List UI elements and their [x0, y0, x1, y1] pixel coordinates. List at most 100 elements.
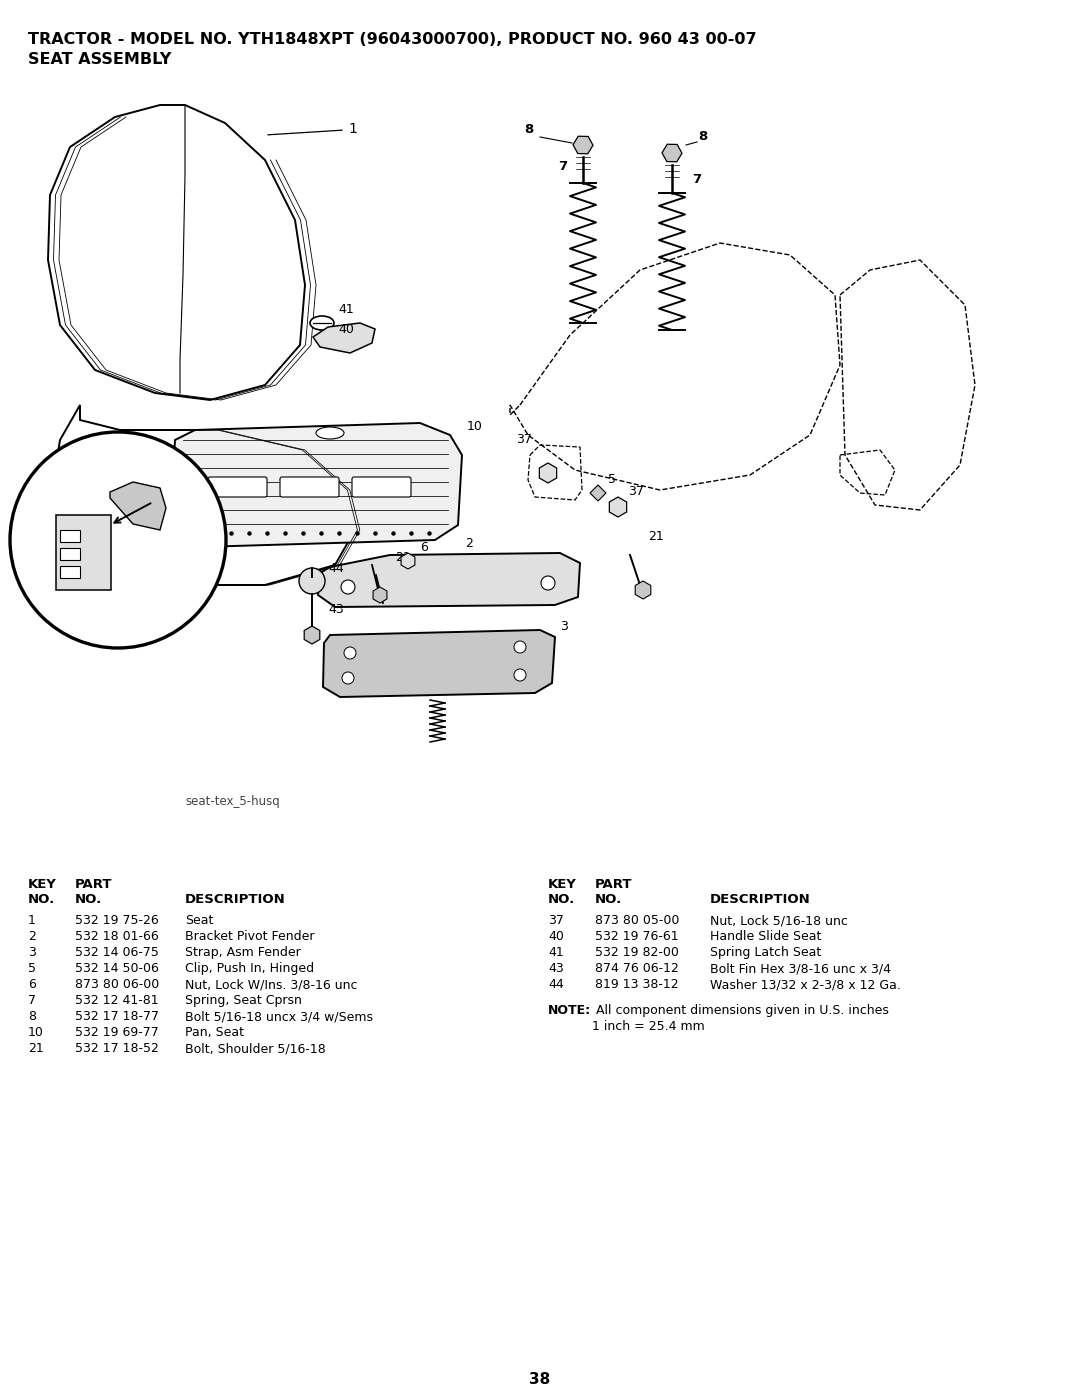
- Text: 1: 1: [28, 914, 36, 928]
- Polygon shape: [323, 630, 555, 697]
- Text: DESCRIPTION: DESCRIPTION: [710, 893, 811, 907]
- Polygon shape: [313, 323, 375, 353]
- Text: NO.: NO.: [548, 893, 576, 907]
- Circle shape: [541, 576, 555, 590]
- Text: 532 19 82-00: 532 19 82-00: [595, 946, 679, 958]
- Text: 819 13 38-12: 819 13 38-12: [595, 978, 678, 990]
- Text: 44: 44: [328, 562, 343, 576]
- Text: 6: 6: [420, 541, 428, 555]
- Text: 6: 6: [28, 978, 36, 990]
- Text: 8: 8: [28, 1010, 36, 1023]
- Text: 873 80 06-00: 873 80 06-00: [75, 978, 159, 990]
- Text: Spring, Seat Cprsn: Spring, Seat Cprsn: [185, 995, 302, 1007]
- Circle shape: [341, 580, 355, 594]
- Text: 7: 7: [28, 995, 36, 1007]
- Text: 43: 43: [548, 963, 564, 975]
- Circle shape: [514, 641, 526, 652]
- Circle shape: [299, 569, 325, 594]
- Text: 532 17 18-77: 532 17 18-77: [75, 1010, 159, 1023]
- Text: KEY: KEY: [548, 877, 577, 891]
- Polygon shape: [318, 553, 580, 608]
- Text: NO.: NO.: [75, 893, 103, 907]
- Text: 21: 21: [395, 550, 410, 564]
- Text: NO.: NO.: [595, 893, 622, 907]
- Polygon shape: [48, 105, 305, 400]
- FancyBboxPatch shape: [208, 476, 267, 497]
- Text: SEAT ASSEMBLY: SEAT ASSEMBLY: [28, 52, 172, 67]
- Text: 532 14 06-75: 532 14 06-75: [75, 946, 159, 958]
- FancyBboxPatch shape: [280, 476, 339, 497]
- Text: 40: 40: [338, 323, 354, 337]
- Text: 5: 5: [28, 963, 36, 975]
- Text: NO.: NO.: [28, 893, 55, 907]
- Text: 41: 41: [548, 946, 564, 958]
- Text: Bolt 5/16-18 uncx 3/4 w/Sems: Bolt 5/16-18 uncx 3/4 w/Sems: [185, 1010, 373, 1023]
- FancyBboxPatch shape: [60, 548, 80, 560]
- Text: Pan, Seat: Pan, Seat: [185, 1025, 244, 1039]
- Text: 532 14 50-06: 532 14 50-06: [75, 963, 159, 975]
- Text: 37: 37: [516, 433, 531, 446]
- Text: PART: PART: [595, 877, 633, 891]
- Text: 532 19 69-77: 532 19 69-77: [75, 1025, 159, 1039]
- Text: All component dimensions given in U.S. inches: All component dimensions given in U.S. i…: [592, 1004, 889, 1017]
- Text: Spring Latch Seat: Spring Latch Seat: [710, 946, 821, 958]
- Polygon shape: [172, 423, 462, 548]
- Text: Handle Slide Seat: Handle Slide Seat: [710, 930, 822, 943]
- Text: 41: 41: [338, 303, 354, 316]
- Text: 7: 7: [692, 173, 701, 186]
- Text: DESCRIPTION: DESCRIPTION: [185, 893, 286, 907]
- Circle shape: [10, 432, 226, 648]
- FancyBboxPatch shape: [352, 476, 411, 497]
- Polygon shape: [110, 482, 166, 529]
- Text: 532 19 75-26: 532 19 75-26: [75, 914, 159, 928]
- Text: 532 12 41-81: 532 12 41-81: [75, 995, 159, 1007]
- Text: 10: 10: [28, 1025, 44, 1039]
- Text: 3: 3: [561, 620, 568, 633]
- Text: 37: 37: [548, 914, 564, 928]
- FancyBboxPatch shape: [60, 566, 80, 578]
- Polygon shape: [52, 405, 355, 585]
- Text: 7: 7: [558, 161, 567, 173]
- Text: 2: 2: [28, 930, 36, 943]
- Text: 8: 8: [698, 130, 707, 142]
- Text: 873 80 05-00: 873 80 05-00: [595, 914, 679, 928]
- Text: 532 17 18-52: 532 17 18-52: [75, 1042, 159, 1055]
- Text: Seat: Seat: [185, 914, 214, 928]
- Text: 5: 5: [608, 474, 616, 486]
- Ellipse shape: [310, 316, 334, 330]
- Text: NOTE:: NOTE:: [548, 1004, 591, 1017]
- Text: 8: 8: [524, 123, 534, 136]
- Text: 38: 38: [529, 1372, 551, 1387]
- Text: Strap, Asm Fender: Strap, Asm Fender: [185, 946, 300, 958]
- Text: Nut, Lock 5/16-18 unc: Nut, Lock 5/16-18 unc: [710, 914, 848, 928]
- Text: 2: 2: [465, 536, 473, 550]
- Text: 874 76 06-12: 874 76 06-12: [595, 963, 679, 975]
- FancyBboxPatch shape: [56, 515, 111, 590]
- Text: TRACTOR - MODEL NO. YTH1848XPT (96043000700), PRODUCT NO. 960 43 00-07: TRACTOR - MODEL NO. YTH1848XPT (96043000…: [28, 32, 757, 47]
- Text: 43: 43: [328, 604, 343, 616]
- Text: 21: 21: [648, 529, 664, 543]
- Text: 21: 21: [28, 1042, 44, 1055]
- Text: 3: 3: [28, 946, 36, 958]
- Text: Washer 13/32 x 2-3/8 x 12 Ga.: Washer 13/32 x 2-3/8 x 12 Ga.: [710, 978, 901, 990]
- Text: Bolt Fin Hex 3/8-16 unc x 3/4: Bolt Fin Hex 3/8-16 unc x 3/4: [710, 963, 891, 975]
- Text: Bolt, Shoulder 5/16-18: Bolt, Shoulder 5/16-18: [185, 1042, 326, 1055]
- Text: 1: 1: [348, 122, 356, 136]
- FancyBboxPatch shape: [60, 529, 80, 542]
- Text: 10: 10: [467, 420, 483, 433]
- Text: 532 18 01-66: 532 18 01-66: [75, 930, 159, 943]
- Text: seat-tex_5-husq: seat-tex_5-husq: [185, 795, 280, 807]
- Text: PART: PART: [75, 877, 112, 891]
- Text: 1 inch = 25.4 mm: 1 inch = 25.4 mm: [592, 1020, 705, 1032]
- Circle shape: [345, 647, 356, 659]
- Text: Bracket Pivot Fender: Bracket Pivot Fender: [185, 930, 314, 943]
- Ellipse shape: [316, 427, 345, 439]
- Text: Nut, Lock W/Ins. 3/8-16 unc: Nut, Lock W/Ins. 3/8-16 unc: [185, 978, 357, 990]
- Text: 37: 37: [627, 485, 644, 497]
- Circle shape: [514, 669, 526, 680]
- Text: Clip, Push In, Hinged: Clip, Push In, Hinged: [185, 963, 314, 975]
- Text: 40: 40: [548, 930, 564, 943]
- Text: KEY: KEY: [28, 877, 57, 891]
- Circle shape: [342, 672, 354, 685]
- Text: 44: 44: [548, 978, 564, 990]
